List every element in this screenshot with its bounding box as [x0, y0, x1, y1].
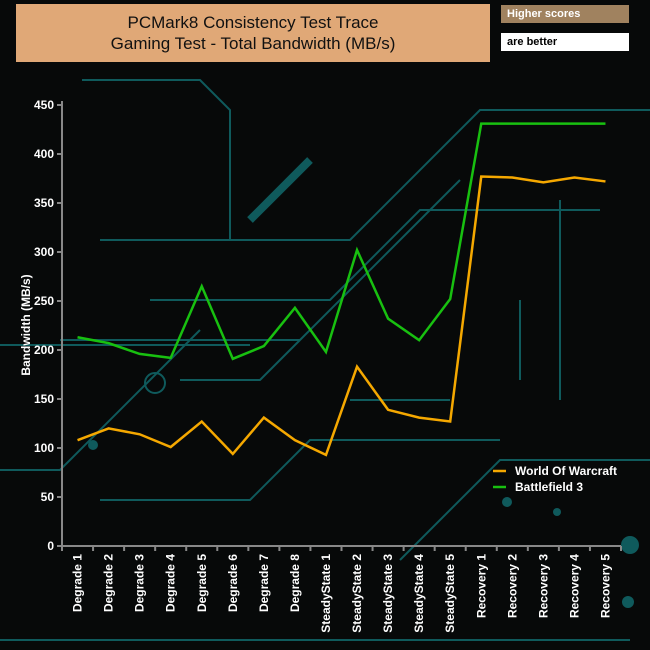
chart-title-box: PCMark8 Consistency Test Trace Gaming Tes… [16, 4, 490, 62]
x-tick-label: Degrade 7 [257, 554, 271, 612]
legend-label: Battlefield 3 [515, 480, 583, 494]
x-tick-label: Degrade 1 [71, 554, 85, 612]
y-tick-label: 0 [47, 539, 54, 553]
x-tick-label: SteadyState 5 [443, 554, 457, 633]
y-tick-label: 50 [41, 490, 55, 504]
y-tick-label: 100 [34, 441, 54, 455]
x-tick-label: Recovery 1 [474, 554, 488, 618]
x-tick-label: Recovery 3 [536, 554, 550, 618]
x-tick-label: Recovery 5 [598, 554, 612, 618]
series-line-battlefield-3 [77, 122, 606, 361]
y-axis-label: Bandwidth (MB/s) [19, 274, 33, 375]
x-tick-label: Degrade 8 [288, 554, 302, 612]
y-tick-label: 200 [34, 343, 54, 357]
y-tick-label: 300 [34, 245, 54, 259]
x-tick-label: SteadyState 2 [350, 554, 364, 633]
x-tick-label: Recovery 2 [505, 554, 519, 618]
chart-title: PCMark8 Consistency Test Trace [127, 13, 379, 32]
y-tick-label: 150 [34, 392, 54, 406]
x-tick-label: SteadyState 3 [381, 554, 395, 633]
chart-subtitle: Gaming Test - Total Bandwidth (MB/s) [110, 34, 396, 53]
x-tick-label: SteadyState 4 [412, 554, 426, 633]
x-tick-label: SteadyState 1 [319, 554, 333, 633]
y-tick-label: 450 [34, 98, 54, 112]
x-tick-label: Recovery 4 [567, 554, 581, 618]
x-tick-label: Degrade 4 [164, 554, 178, 612]
x-tick-label: Degrade 6 [226, 554, 240, 612]
series-line-world-of-warcraft [77, 175, 606, 457]
x-tick-label: Degrade 3 [133, 554, 147, 612]
x-tick-label: Degrade 5 [195, 554, 209, 612]
y-tick-label: 250 [34, 294, 54, 308]
note-are-better: are better [501, 33, 629, 51]
y-tick-label: 350 [34, 196, 54, 210]
y-tick-label: 400 [34, 147, 54, 161]
note-higher-scores: Higher scores [501, 5, 629, 23]
x-tick-label: Degrade 2 [102, 554, 116, 612]
legend-label: World Of Warcraft [515, 464, 617, 478]
